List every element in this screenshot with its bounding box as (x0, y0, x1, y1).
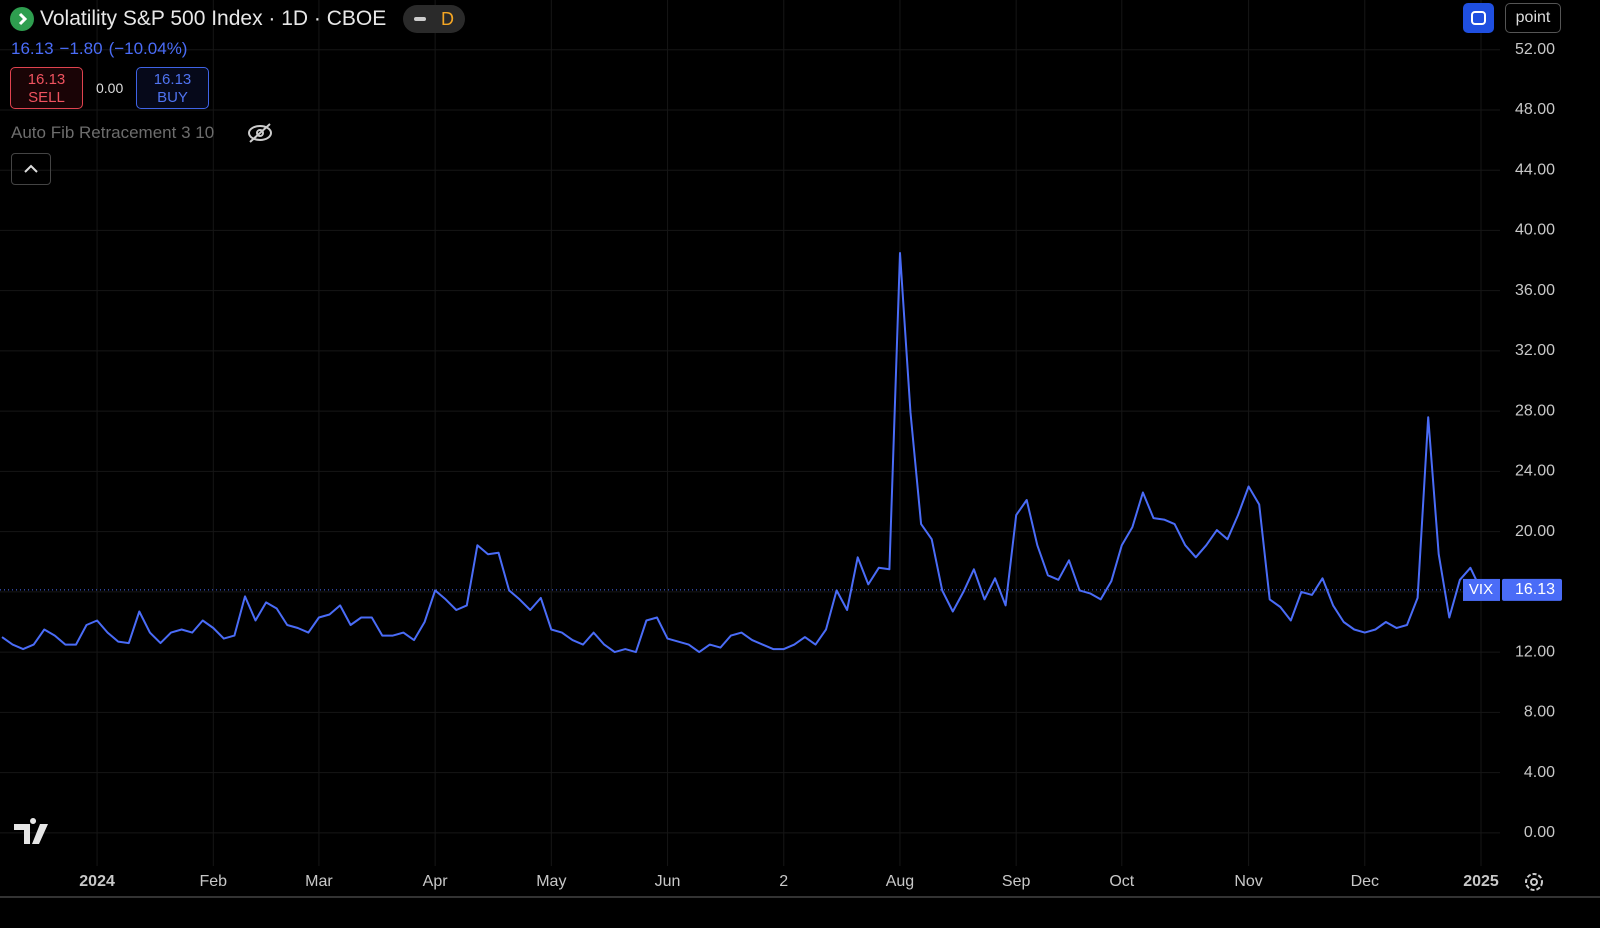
series-name: VIX (1469, 581, 1493, 598)
tv-logo (14, 818, 48, 844)
y-tick-label: 4.00 (1524, 764, 1555, 781)
x-tick-label: 2025 (1463, 873, 1499, 890)
price-badge (1502, 578, 1562, 601)
data-status[interactable]: D (403, 5, 465, 33)
change: −1.80 (59, 39, 103, 58)
y-tick-label: 36.00 (1515, 282, 1555, 299)
buy-price: 16.13 (153, 71, 192, 88)
y-tick-label: 28.00 (1515, 402, 1555, 419)
price-badge-label: 16.13 (1515, 581, 1555, 598)
y-tick-label: 12.00 (1515, 643, 1555, 660)
sell-button[interactable]: 16.13 SELL (10, 67, 83, 109)
y-tick-label: 8.00 (1524, 704, 1555, 721)
y-tick-label: 48.00 (1515, 101, 1555, 118)
x-tick-label: 2 (779, 873, 788, 890)
x-tick-label: Sep (1002, 873, 1031, 890)
quote-line: 16.13 −1.80 (−10.04%) (11, 39, 193, 59)
spread: 0.00 (96, 80, 124, 96)
buy-button[interactable]: 16.13 BUY (136, 67, 209, 109)
delay-badge: D (441, 9, 454, 29)
y-tick-label: 32.00 (1515, 342, 1555, 359)
last-price: 16.13 (11, 39, 54, 58)
y-tick-label: 20.00 (1515, 523, 1555, 540)
sell-price: 16.13 (27, 71, 66, 88)
y-tick-label: 24.00 (1515, 463, 1555, 480)
x-tick-label: 2024 (79, 873, 115, 890)
x-tick-label: Apr (423, 873, 449, 890)
price-line (1, 252, 1482, 654)
x-tick-label: Dec (1351, 873, 1379, 890)
y-tick-label: 44.00 (1515, 161, 1555, 178)
settings-icon[interactable] (1525, 873, 1543, 891)
point-button[interactable]: point (1505, 3, 1561, 33)
y-tick-label: 40.00 (1515, 222, 1555, 239)
symbol-title[interactable]: Volatility S&P 500 Index · 1D · CBOE (40, 7, 387, 30)
y-tick-label: 0.00 (1524, 824, 1555, 841)
x-tick-label: Aug (886, 873, 914, 890)
x-tick-label: Jun (655, 873, 681, 890)
tv-logo-shape (14, 818, 48, 844)
series-name-badge (1463, 578, 1500, 601)
symbol-logo (10, 7, 34, 31)
x-tick-label: Oct (1109, 873, 1134, 890)
x-tick-label: Mar (305, 873, 333, 890)
layout-button[interactable] (1463, 3, 1494, 33)
x-tick-label: Feb (199, 873, 227, 890)
y-tick-label: 52.00 (1515, 41, 1555, 58)
hide-indicator-icon[interactable] (246, 121, 274, 150)
collapse-button[interactable] (11, 153, 51, 185)
gear-outer (1525, 873, 1543, 891)
x-tick-label: Nov (1234, 873, 1262, 890)
x-tick-label: May (536, 873, 566, 890)
change-percent: (−10.04%) (108, 39, 188, 58)
indicator-label[interactable]: Auto Fib Retracement 3 10 (11, 123, 215, 142)
gear-inner (1530, 878, 1538, 886)
buy-label: BUY (157, 89, 188, 106)
sell-label: SELL (28, 89, 65, 106)
